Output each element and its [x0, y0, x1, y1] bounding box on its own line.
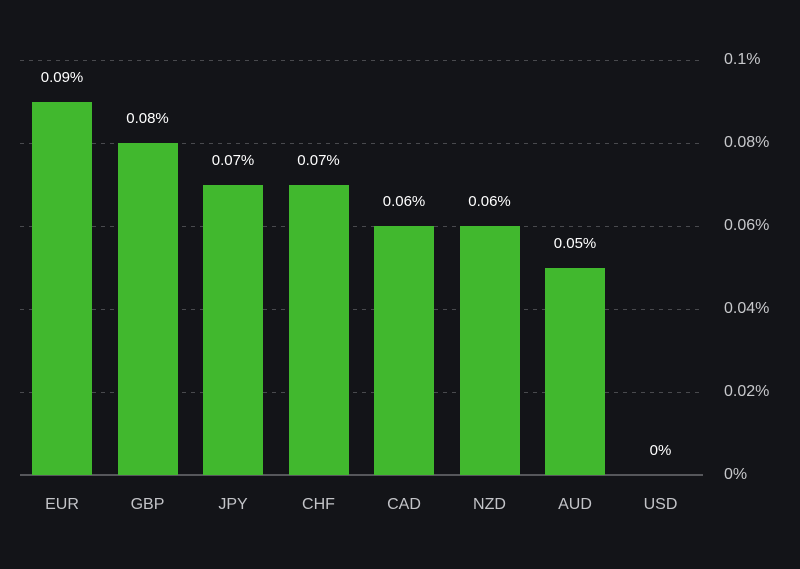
gridline	[20, 59, 703, 61]
bar-value-label-chf: 0.07%	[297, 151, 340, 169]
y-tick-label: 0.06%	[724, 217, 770, 234]
bar-value-label-gbp: 0.08%	[126, 110, 169, 127]
x-tick-label-eur: EUR	[45, 496, 79, 513]
x-axis-baseline	[20, 474, 703, 476]
x-tick-label-jpy: JPY	[218, 496, 248, 513]
y-tick-label: 0.1%	[724, 51, 761, 68]
bar-aud	[545, 267, 605, 475]
x-tick-label-chf: CHF	[302, 496, 335, 513]
bar-cad	[374, 226, 434, 475]
y-tick-label: 0.04%	[724, 300, 770, 317]
bar-nzd	[459, 226, 520, 475]
bar-value-label-nzd: 0.06%	[468, 193, 511, 210]
x-tick-label-cad: CAD	[387, 496, 421, 513]
x-tick-label-gbp: GBP	[130, 496, 165, 513]
bar-chf	[288, 184, 349, 475]
x-tick-label-usd: USD	[643, 496, 678, 513]
bar-gbp	[117, 143, 178, 475]
x-tick-label-aud: AUD	[558, 496, 592, 513]
x-tick-label-nzd: NZD	[473, 496, 506, 513]
gridline	[20, 225, 703, 227]
y-tick-label: 0%	[724, 466, 748, 483]
bar-value-label-jpy: 0.07%	[211, 151, 255, 169]
bar-jpy	[203, 184, 263, 475]
y-tick-label: 0.08%	[724, 134, 770, 151]
bar-value-label-cad: 0.06%	[382, 193, 426, 210]
gridline	[20, 308, 703, 310]
bar-value-label-aud: 0.05%	[553, 234, 597, 252]
y-tick-label: 0.02%	[724, 383, 770, 400]
gridline	[20, 391, 703, 393]
gridline	[20, 142, 703, 144]
bar-value-label-eur: 0.09%	[40, 68, 84, 86]
bar-eur	[32, 101, 92, 475]
bar-value-label-usd: 0%	[649, 442, 672, 459]
